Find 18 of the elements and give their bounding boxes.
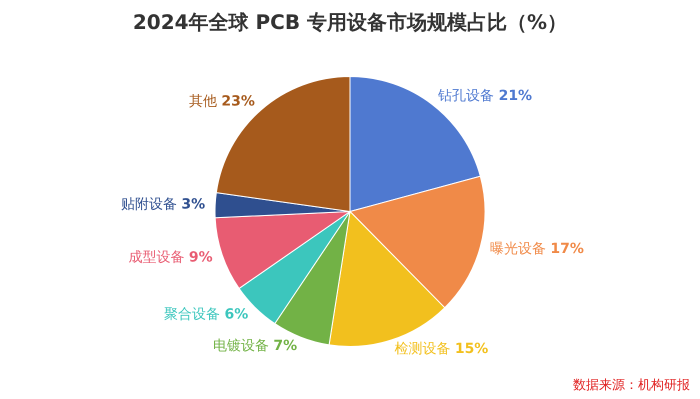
data-label: 17% xyxy=(550,241,584,258)
slice-label: 电镀设备 xyxy=(212,338,274,354)
data-label: 9% xyxy=(188,250,213,266)
slice-label: 其他 xyxy=(188,94,222,110)
slice-label: 检测设备 xyxy=(394,341,455,358)
slice-label: 成型设备 xyxy=(128,250,189,266)
data-label: 15% xyxy=(454,341,488,358)
source-note: 数据来源：机构研报 xyxy=(573,378,690,393)
slice-label: 贴附设备 xyxy=(120,196,182,212)
data-label: 3% xyxy=(181,196,206,212)
data-label: 23% xyxy=(221,94,255,110)
slice-label: 曝光设备 xyxy=(490,241,550,258)
data-label: 21% xyxy=(498,88,532,104)
data-label: 7% xyxy=(273,338,298,354)
slice-label: 聚合设备 xyxy=(164,306,225,322)
chart-title: 2024年全球 PCB 专用设备市场规模占比（%） xyxy=(132,10,568,34)
data-label: 6% xyxy=(224,306,248,322)
slice-label: 钻孔设备 xyxy=(437,88,499,104)
